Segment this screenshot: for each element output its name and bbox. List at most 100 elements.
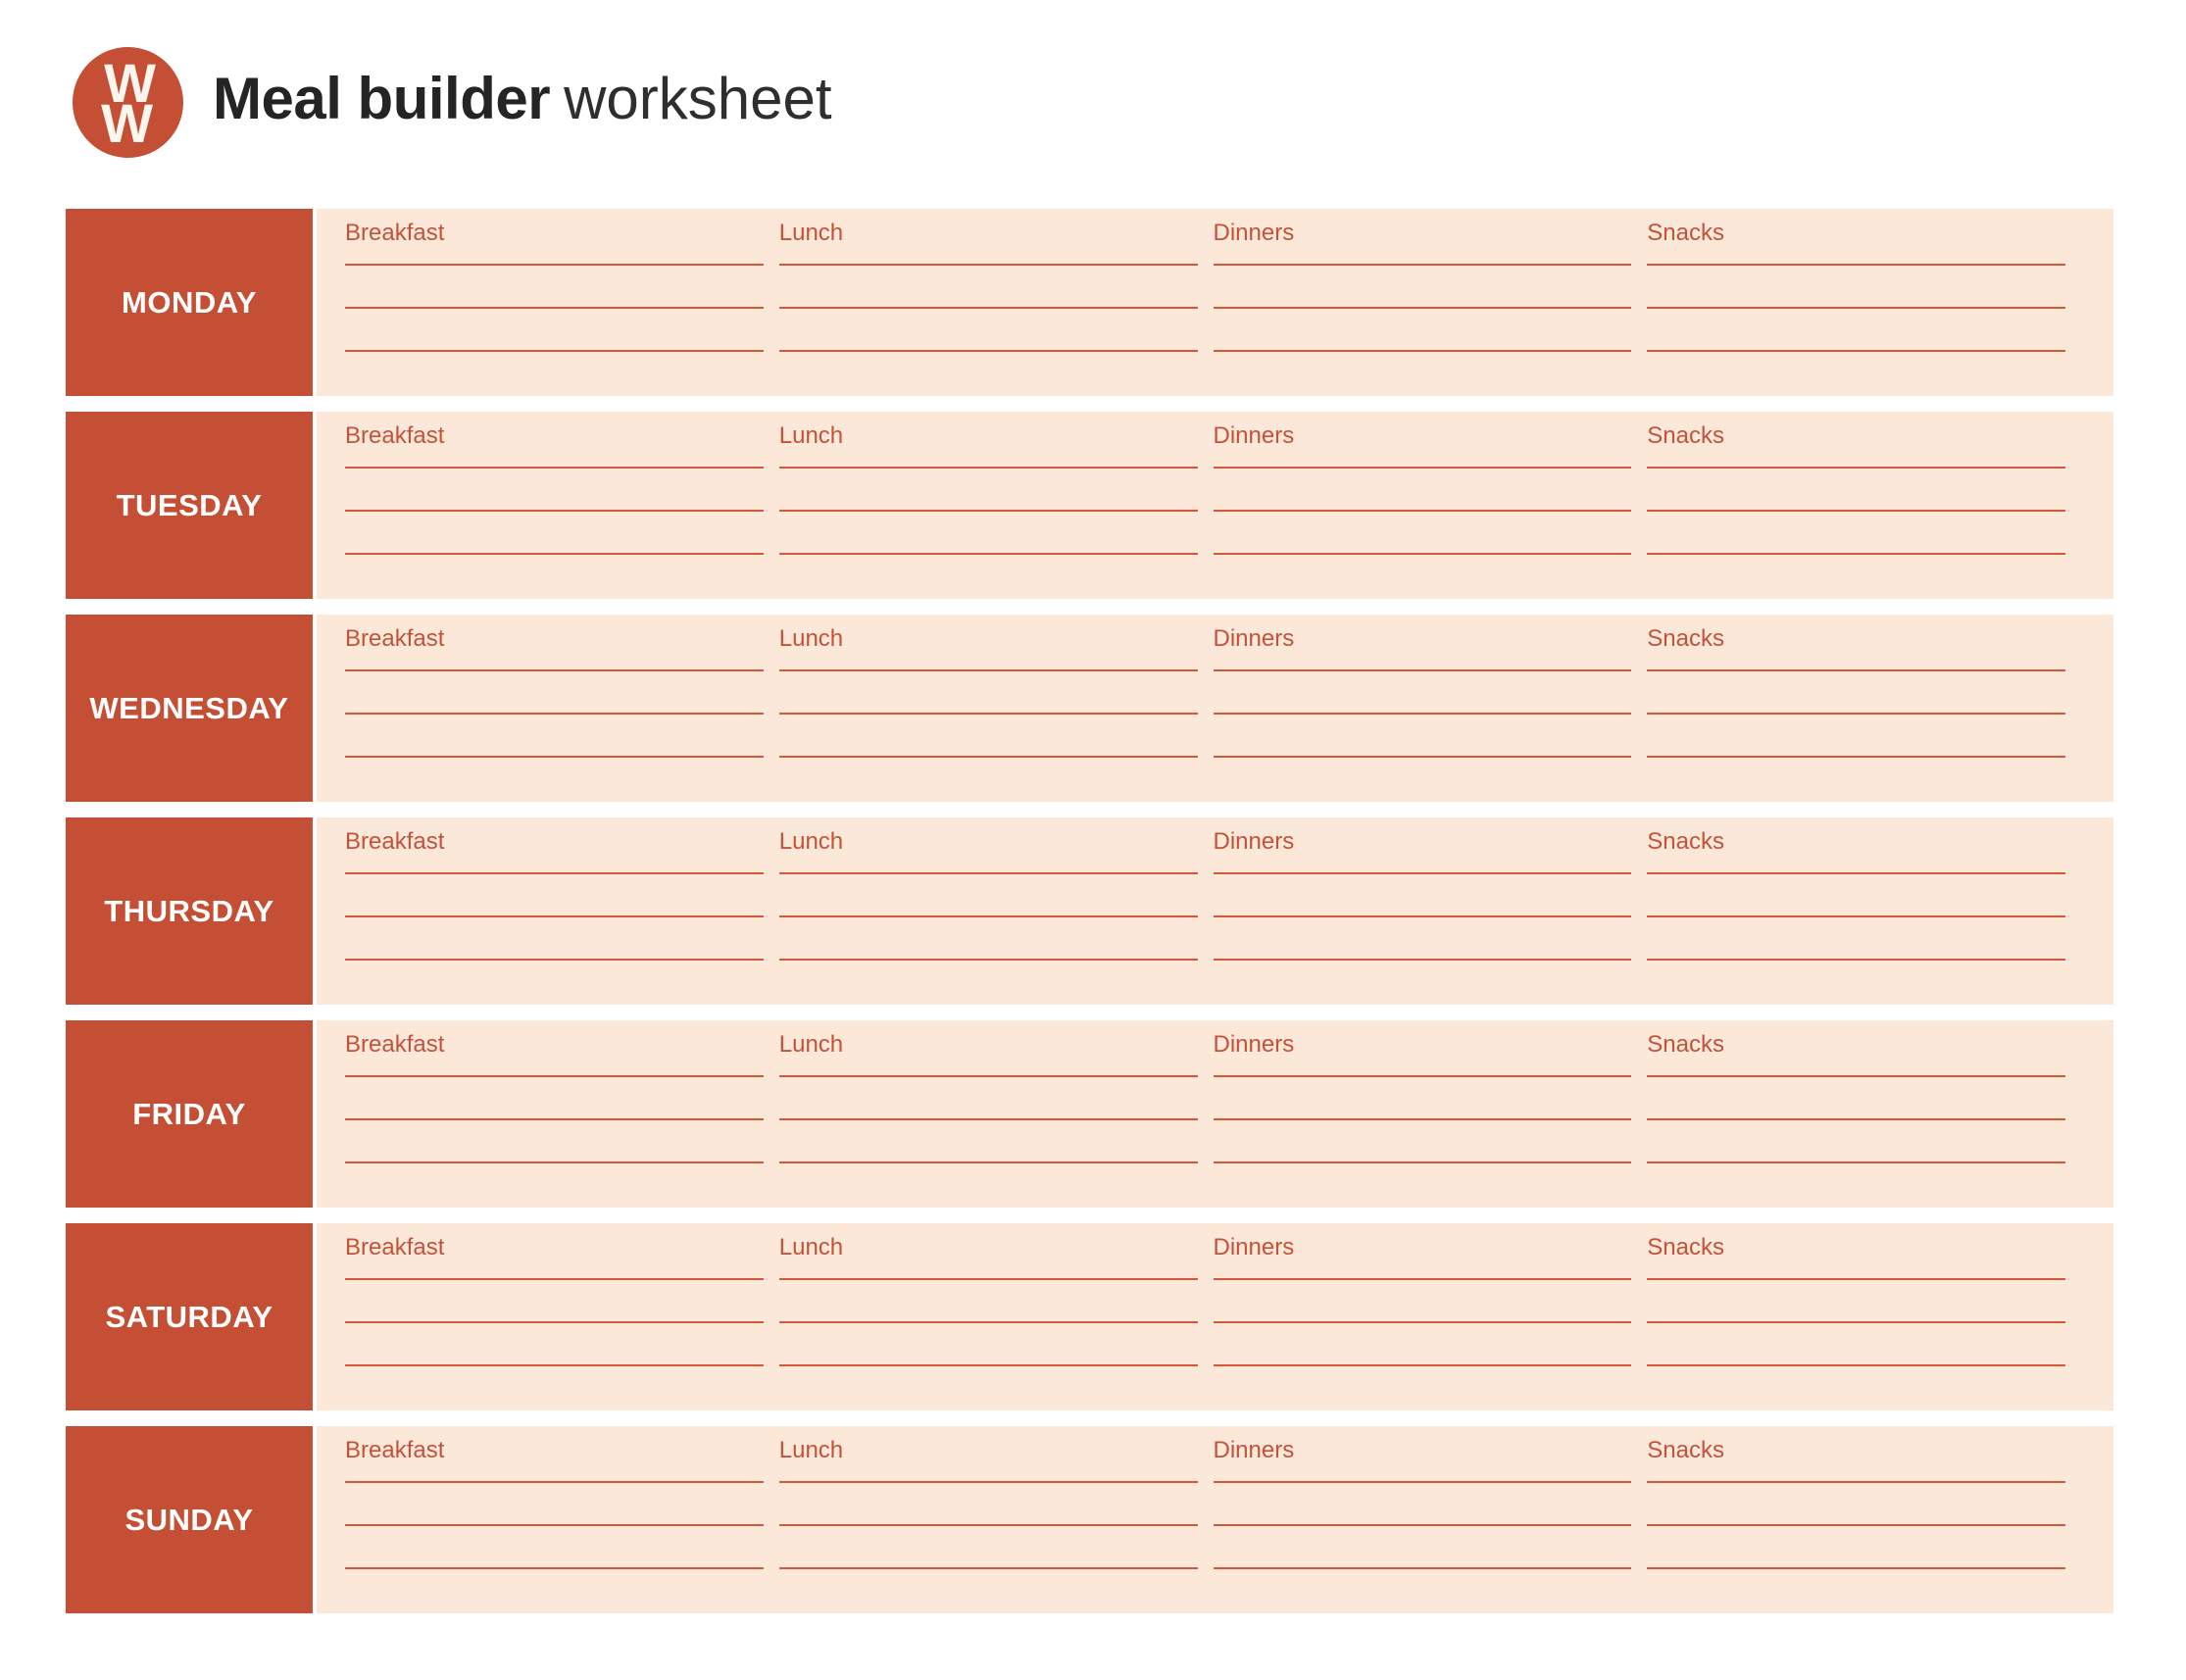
meal-header-label: Dinners	[1213, 422, 1295, 449]
writing-line	[345, 671, 764, 715]
writing-line	[1213, 1059, 1632, 1077]
writing-line	[1213, 247, 1632, 266]
writing-line	[1213, 715, 1632, 758]
writing-line	[778, 856, 1198, 874]
writing-line	[1647, 1526, 2065, 1569]
meal-header-label: Snacks	[1647, 220, 1724, 246]
meal-cell-lunch: Lunch	[778, 1223, 1198, 1410]
writing-line	[1213, 1464, 1632, 1483]
writing-line	[1213, 671, 1632, 715]
meal-cell-dinners: Dinners	[1213, 1426, 1632, 1613]
writing-line	[1647, 856, 2065, 874]
meal-cell-lunch: Lunch	[778, 615, 1198, 802]
writing-line	[778, 671, 1198, 715]
writing-line	[778, 512, 1198, 555]
writing-line	[345, 1464, 764, 1483]
writing-line	[1213, 450, 1632, 469]
meal-cell-breakfast: Breakfast	[345, 209, 764, 396]
day-label: TUESDAY	[66, 412, 313, 599]
writing-line	[1647, 874, 2065, 917]
writing-line	[1647, 1464, 2065, 1483]
meals-panel: Breakfast Lunch Dinners Snacks	[317, 1426, 2113, 1613]
writing-line	[1213, 653, 1632, 671]
writing-line	[1647, 1059, 2065, 1077]
meal-cell-snacks: Snacks	[1647, 615, 2065, 802]
writing-line	[345, 1323, 764, 1366]
day-row: TUESDAY Breakfast Lunch Dinners S	[66, 412, 2113, 599]
meal-header-label: Breakfast	[345, 828, 445, 855]
writing-line	[778, 1323, 1198, 1366]
writing-line	[1647, 1261, 2065, 1280]
writing-line	[1647, 1120, 2065, 1163]
day-row: FRIDAY Breakfast Lunch Dinners Sn	[66, 1020, 2113, 1208]
meal-cell-lunch: Lunch	[778, 1426, 1198, 1613]
meal-header-label: Lunch	[778, 1234, 844, 1260]
meal-header-label: Lunch	[778, 828, 844, 855]
day-label: SATURDAY	[66, 1223, 313, 1410]
writing-line	[1647, 247, 2065, 266]
writing-line	[345, 469, 764, 512]
writing-line	[778, 1120, 1198, 1163]
meal-cell-lunch: Lunch	[778, 1020, 1198, 1208]
writing-line	[1647, 671, 2065, 715]
writing-line	[1647, 653, 2065, 671]
writing-line	[345, 1483, 764, 1526]
meal-header-label: Lunch	[778, 220, 844, 246]
writing-line	[345, 715, 764, 758]
writing-line	[1647, 1483, 2065, 1526]
writing-line	[778, 469, 1198, 512]
writing-line	[345, 247, 764, 266]
writing-line	[1213, 266, 1632, 309]
writing-line	[778, 309, 1198, 352]
writing-line	[1647, 450, 2065, 469]
meal-cell-lunch: Lunch	[778, 412, 1198, 599]
writing-line	[778, 715, 1198, 758]
writing-line	[1647, 469, 2065, 512]
meal-cell-breakfast: Breakfast	[345, 817, 764, 1005]
meal-header-label: Snacks	[1647, 422, 1724, 449]
writing-line	[345, 1059, 764, 1077]
writing-line	[1647, 1323, 2065, 1366]
writing-line	[1647, 1077, 2065, 1120]
meal-header-label: Breakfast	[345, 625, 445, 652]
meal-header-label: Breakfast	[345, 1437, 445, 1463]
meal-cell-lunch: Lunch	[778, 209, 1198, 396]
meal-header-label: Dinners	[1213, 220, 1295, 246]
writing-line	[1213, 512, 1632, 555]
writing-line	[778, 1077, 1198, 1120]
meals-panel: Breakfast Lunch Dinners Snacks	[317, 615, 2113, 802]
meal-header-label: Snacks	[1647, 625, 1724, 652]
meal-header-label: Dinners	[1213, 1031, 1295, 1058]
writing-line	[1647, 917, 2065, 961]
writing-line	[778, 1280, 1198, 1323]
page-title: Meal builder worksheet	[213, 69, 832, 129]
logo-letter: W	[101, 91, 153, 154]
meal-cell-snacks: Snacks	[1647, 1426, 2065, 1613]
writing-line	[345, 266, 764, 309]
day-label: MONDAY	[66, 209, 313, 396]
meal-header-label: Dinners	[1213, 1234, 1295, 1260]
writing-line	[1647, 512, 2065, 555]
meal-cell-snacks: Snacks	[1647, 412, 2065, 599]
worksheet-table: MONDAY Breakfast Lunch Dinners Sn	[66, 209, 2113, 1613]
writing-line	[345, 653, 764, 671]
writing-line	[1647, 309, 2065, 352]
meal-header-label: Dinners	[1213, 1437, 1295, 1463]
writing-line	[345, 917, 764, 961]
writing-line	[345, 1261, 764, 1280]
meal-cell-dinners: Dinners	[1213, 615, 1632, 802]
meal-header-label: Lunch	[778, 1437, 844, 1463]
writing-line	[1213, 856, 1632, 874]
writing-line	[1213, 1261, 1632, 1280]
meal-cell-dinners: Dinners	[1213, 209, 1632, 396]
day-label: FRIDAY	[66, 1020, 313, 1208]
meal-cell-dinners: Dinners	[1213, 817, 1632, 1005]
writing-line	[778, 874, 1198, 917]
writing-line	[778, 653, 1198, 671]
writing-line	[1647, 266, 2065, 309]
meal-cell-dinners: Dinners	[1213, 1223, 1632, 1410]
day-row: THURSDAY Breakfast Lunch Dinners	[66, 817, 2113, 1005]
day-label: THURSDAY	[66, 817, 313, 1005]
writing-line	[778, 266, 1198, 309]
writing-line	[345, 450, 764, 469]
